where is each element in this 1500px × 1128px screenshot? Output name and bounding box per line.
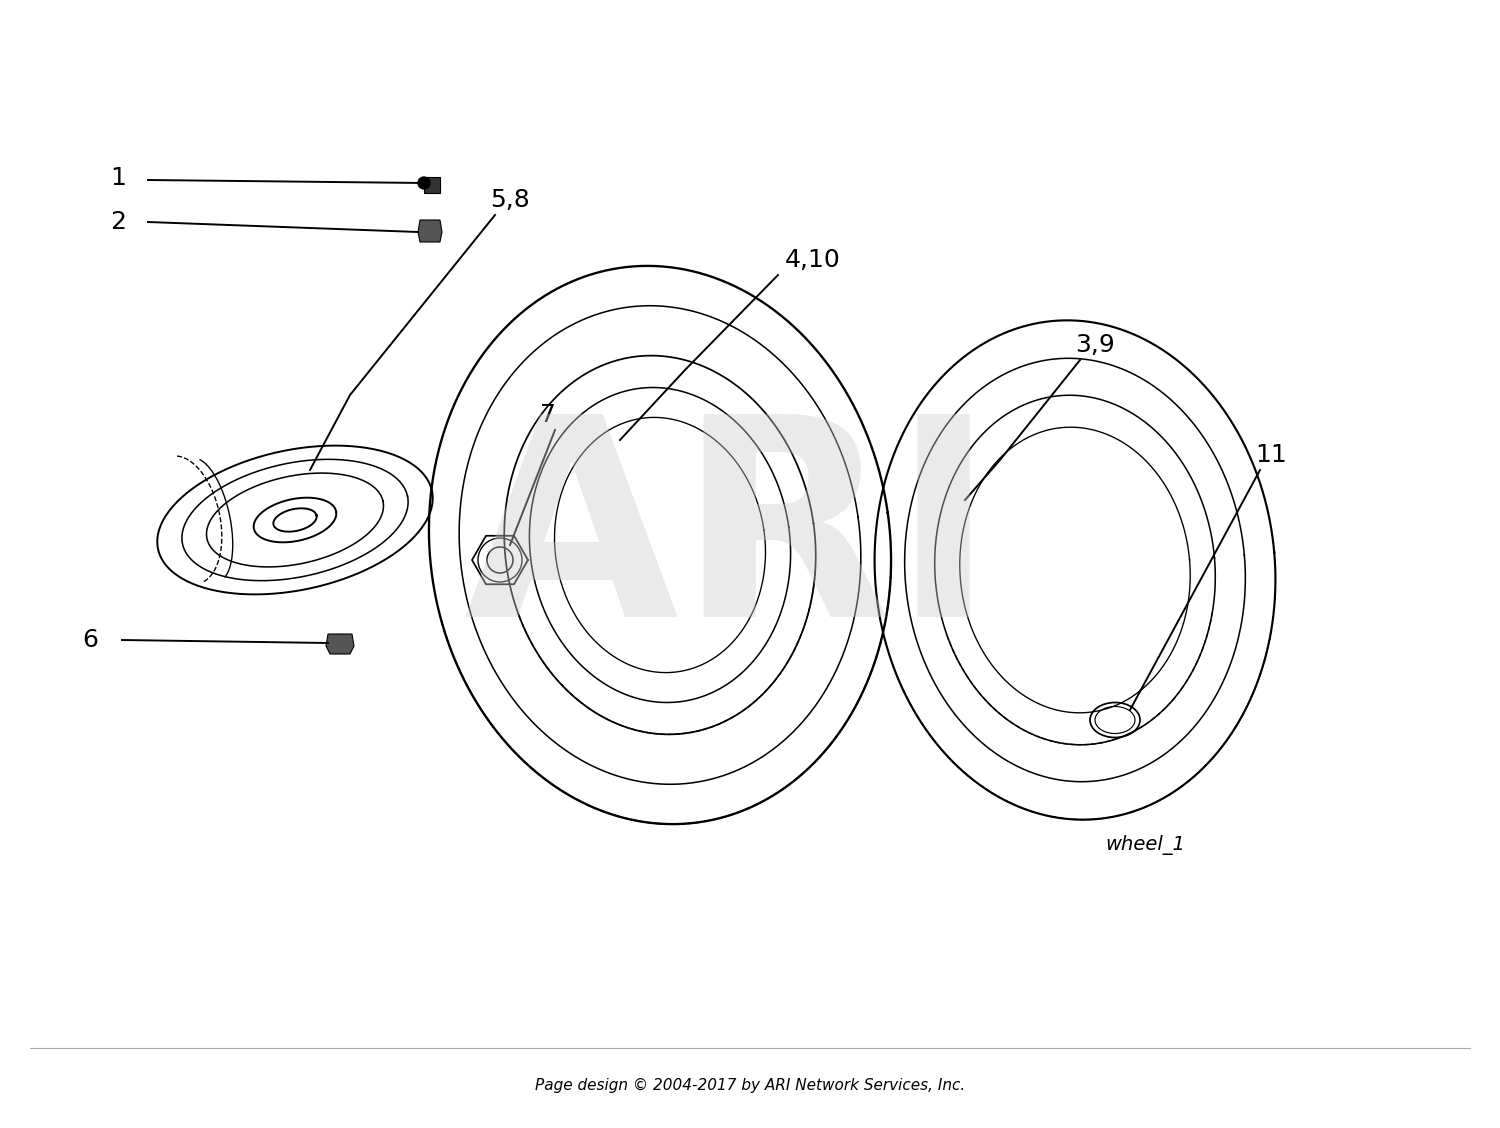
Text: 3,9: 3,9 xyxy=(1076,333,1114,356)
Text: 11: 11 xyxy=(1256,443,1287,467)
Circle shape xyxy=(419,177,430,190)
Text: Page design © 2004-2017 by ARI Network Services, Inc.: Page design © 2004-2017 by ARI Network S… xyxy=(536,1077,964,1093)
Text: 2: 2 xyxy=(110,210,126,233)
Text: 1: 1 xyxy=(110,166,126,190)
Text: 4,10: 4,10 xyxy=(784,248,840,272)
Polygon shape xyxy=(424,177,439,193)
Text: ARI: ARI xyxy=(464,405,996,675)
Text: 5,8: 5,8 xyxy=(490,188,530,212)
Text: wheel_1: wheel_1 xyxy=(1106,835,1185,855)
Text: 6: 6 xyxy=(82,628,98,652)
Text: 7: 7 xyxy=(540,403,556,428)
Polygon shape xyxy=(326,634,354,654)
Polygon shape xyxy=(419,220,442,243)
